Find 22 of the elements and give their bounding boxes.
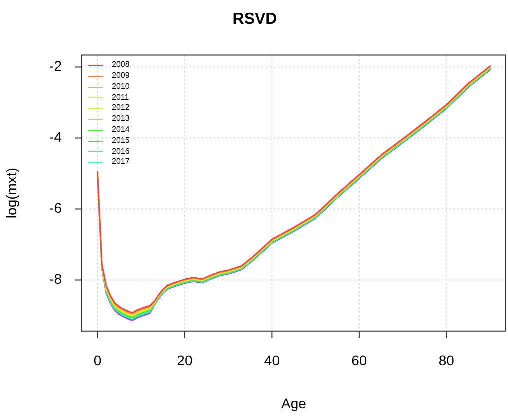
- y-tick-label: -8: [50, 271, 62, 288]
- legend-label: 2011: [112, 92, 130, 104]
- legend-label: 2016: [112, 146, 130, 158]
- chart-title: RSVD: [232, 11, 278, 28]
- x-tick-label: 20: [177, 352, 193, 369]
- x-tick-label: 0: [94, 352, 102, 369]
- y-tick-label: -4: [50, 129, 62, 146]
- legend-label: 2012: [112, 103, 130, 114]
- y-tick-label: -6: [50, 200, 62, 216]
- legend-label: 2010: [112, 82, 130, 93]
- y-tick-label: -2: [50, 58, 62, 74]
- legend-label: 2015: [112, 136, 130, 147]
- x-tick-label: 40: [264, 352, 280, 369]
- legend-label: 2008: [112, 60, 130, 71]
- legend-label: 2013: [112, 114, 130, 125]
- x-tick-label: 80: [438, 352, 455, 369]
- legend-label: 2017: [112, 157, 130, 168]
- x-axis-title: Age: [282, 395, 307, 412]
- legend-label: 2009: [112, 70, 130, 82]
- legend-label: 2014: [112, 124, 130, 136]
- x-tick-label: 60: [352, 352, 368, 369]
- y-axis-title: log(mxt): [3, 168, 20, 219]
